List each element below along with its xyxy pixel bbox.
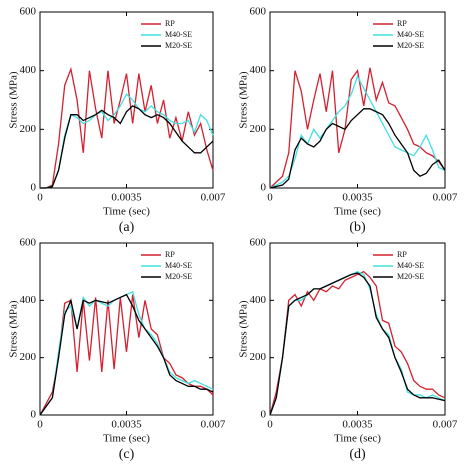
y-tick-label: 600 [20,6,37,18]
x-tick-label: 0 [267,419,273,431]
y-tick-label: 0 [261,182,267,194]
series-line [39,294,214,416]
caption: (a) [119,220,135,235]
series-line [39,293,214,416]
y-tick-label: 200 [20,351,37,363]
y-tick-label: 600 [250,6,267,18]
legend-label: RP [397,19,407,28]
legend-label: M20-SE [397,272,424,281]
x-axis-label: Time (sec) [334,433,381,445]
x-tick-label: 0.007 [433,419,458,431]
legend-label: RP [165,250,175,259]
caption: (d) [349,447,366,462]
x-tick-label: 0.0035 [342,192,373,204]
x-axis-label: Time (sec) [103,206,150,218]
x-tick-label: 0.007 [201,419,226,431]
series-line [40,66,214,189]
y-tick-label: 0 [31,182,37,194]
caption: (b) [349,220,366,235]
panel: 0 200 400 600 0 0.0035 0.007 Time (sec) Stress (… [238,6,458,236]
y-axis-label: Stress (MPa) [238,71,250,128]
x-axis-label: Time (sec) [334,206,381,218]
series-line [40,105,214,189]
y-axis-label: Stress (MPa) [238,300,250,357]
y-tick-label: 0 [261,409,267,421]
panel: 0 200 400 600 0 0.0035 0.007 Time (sec) Stress (… [238,237,458,463]
legend-label: M20-SE [397,41,424,50]
series-line [269,108,446,189]
y-tick-label: 400 [250,294,267,306]
y-tick-label: 400 [250,64,267,76]
x-tick-label: 0.007 [201,192,226,204]
y-tick-label: 200 [250,123,267,135]
x-tick-label: 0.0035 [111,192,142,204]
legend-label: RP [397,250,407,259]
series-line [269,270,446,416]
y-tick-label: 600 [250,237,267,249]
x-tick-label: 0 [37,419,43,431]
panel: 0 200 400 600 0 0.0035 0.007 Time (sec) Stress (… [8,237,226,463]
legend-label: M40-SE [397,30,424,39]
series-line [269,272,446,416]
series-line [269,74,446,189]
legend-label: M40-SE [397,261,424,270]
x-tick-label: 0.0035 [342,419,373,431]
y-tick-label: 200 [250,351,267,363]
y-axis-label: Stress (MPa) [8,71,20,128]
legend-label: M40-SE [165,261,192,270]
caption: (c) [119,447,135,462]
series-line [40,93,214,189]
x-tick-label: 0.007 [433,192,458,204]
x-tick-label: 0 [267,192,273,204]
y-tick-label: 400 [20,294,37,306]
legend-label: RP [165,19,175,28]
y-axis-label: Stress (MPa) [8,300,20,357]
series-line [269,270,446,416]
x-tick-label: 0 [37,192,43,204]
x-axis-label: Time (sec) [103,433,150,445]
y-tick-label: 400 [20,64,37,76]
panel: 0 200 400 600 0 0.0035 0.007 Time (sec) Stress (… [8,6,226,236]
legend-label: M40-SE [165,30,192,39]
y-tick-label: 0 [31,409,37,421]
legend-label: M20-SE [165,41,192,50]
y-tick-label: 200 [20,123,37,135]
y-tick-label: 600 [20,237,37,249]
series-line [269,67,446,189]
x-tick-label: 0.0035 [111,419,142,431]
legend-label: M20-SE [165,272,192,281]
